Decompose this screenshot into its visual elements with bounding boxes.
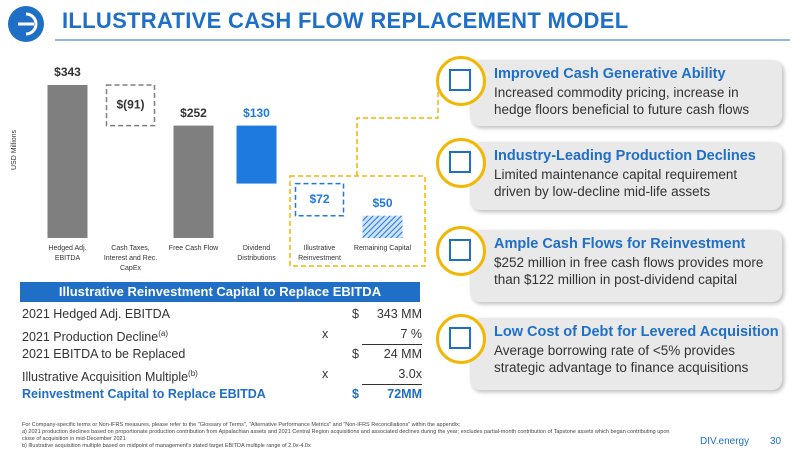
table-row: Illustrative Acquisition Multiple(b) x 3.0… [22,364,422,385]
callout-body: Limited maintenance capital requirement … [494,167,738,199]
row-value: 24 MM [383,347,422,361]
callout-title: Improved Cash Generative Ability [494,66,726,82]
slide-title: ILLUSTRATIVE CASH FLOW REPLACEMENT MODEL [62,8,629,33]
row-label: 2021 Production Decline [22,330,159,345]
table-row: 2021 EBITDA to be Replaced $24 MM [22,344,422,364]
footnotes: For Company-specific terms or Non-IFRS m… [22,422,682,450]
y-axis-label: USD Millions [11,129,18,170]
icon [436,314,486,364]
footnote-ref: (b) [188,369,198,378]
value-label: $130 [243,106,270,120]
callout-body: $252 million in free cash flows provides… [494,255,764,287]
row-label: Reinvestment Capital to Replace EBITDA [22,387,266,401]
callout: Improved Cash Generative Ability Increase… [470,60,782,126]
value-label: $72 [309,192,329,206]
page-number: 30 [770,436,782,447]
x-tick-label: Dividend Distributions [237,245,276,262]
currency: $ [352,387,359,401]
callout-title: Industry-Leading Production Declines [494,148,756,164]
bar [294,182,345,217]
value-label: $50 [372,196,392,210]
row-value: 3.0x [362,364,422,385]
table-row: 2021 Hedged Adj. EBITDA $343 MM [22,304,422,324]
icon [436,56,486,106]
callout-title: Ample Cash Flows for Reinvestment [494,236,746,252]
row-value: 343 MM [376,307,422,321]
value-label: $343 [54,65,81,79]
x-tick-label: Cash Taxes, Interest and Rec. CapEx [103,245,158,272]
callout: Low Cost of Debt for Levered Acquisition… [470,318,782,390]
footnote: b) Illustrative acquisition multiple bas… [22,443,311,449]
bar [236,125,277,184]
row-label: 2021 Hedged Adj. EBITDA [22,307,171,321]
x-tick-label: Free Cash Flow [168,245,219,252]
connector [356,90,439,176]
icon-glyph [449,151,471,173]
bar [105,84,156,127]
footnote: a) 2021 production declines based on pro… [22,429,670,442]
footnote: For Company-specific terms or Non-IFRS m… [22,422,461,428]
currency: $ [352,307,359,321]
callout: Industry-Leading Production Declines Limi… [470,142,782,210]
icon [436,138,486,188]
row-label: Illustrative Acquisition Multiple [22,370,189,385]
footnote-ref: (a) [158,329,168,338]
operator: x [322,327,329,341]
table-title: Illustrative Reinvestment Capital to Rep… [20,282,420,302]
callout: Ample Cash Flows for Reinvestment $252 mi… [470,230,782,302]
icon-glyph [449,239,471,261]
callout-body: Increased commodity pricing, increase in… [494,85,750,117]
callout-title: Low Cost of Debt for Levered Acquisition [494,324,779,340]
row-value: 72MM [387,387,422,401]
row-label: 2021 EBITDA to be Replaced [22,347,186,361]
icon-glyph [449,69,471,91]
bar [362,215,403,238]
callout-body: Average borrowing rate of <5% provides s… [494,343,749,375]
bar [173,125,214,238]
table-row: 2021 Production Decline(a) x 7 % [22,324,422,345]
x-tick-label: Remaining Capital [353,245,412,252]
row-value: 7 % [362,324,422,345]
table-row: Reinvestment Capital to Replace EBITDA $7… [22,384,422,404]
operator: x [322,367,329,381]
icon-glyph [449,327,471,349]
brand: DIV.energy [700,436,750,447]
x-tick-label: Hedged Adj. EBITDA [48,245,87,262]
value-label: $252 [180,106,207,120]
bar [47,85,88,238]
logo-mark [18,12,38,36]
icon [436,226,486,276]
currency: $ [352,347,359,361]
value-label: $(91) [116,97,144,111]
x-tick-label: Illustrative Reinvestment [298,245,341,262]
